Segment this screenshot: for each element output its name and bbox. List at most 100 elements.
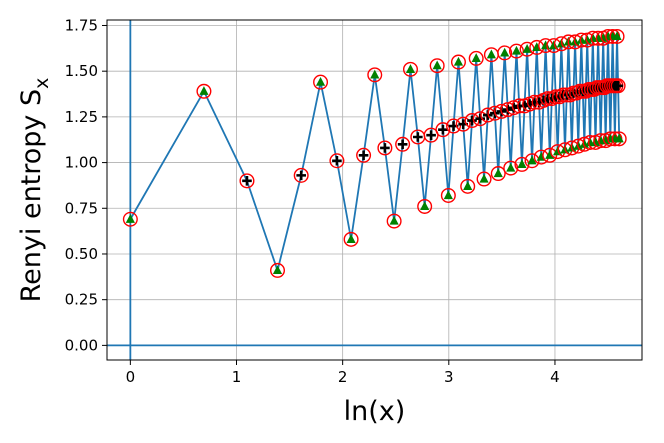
point-triangle-25 xyxy=(471,53,481,62)
data-point-2 xyxy=(239,173,255,189)
series-polyline xyxy=(129,35,621,272)
data-point-31 xyxy=(490,166,506,182)
data-point-14 xyxy=(410,129,426,145)
point-plus-98 xyxy=(613,81,623,91)
data-point-7 xyxy=(343,231,359,247)
data-point-99 xyxy=(611,131,627,147)
point-circle-25 xyxy=(468,50,484,66)
x-tick-label-3: 3 xyxy=(444,368,454,386)
reference-lines xyxy=(107,20,642,360)
y-tick-label-0: 0.00 xyxy=(65,336,98,354)
point-circle-51 xyxy=(542,147,558,163)
x-axis-label: ln(x) xyxy=(344,396,406,427)
point-circle-22 xyxy=(455,116,471,132)
y-axis-label: Renyi entropy Sx xyxy=(16,78,53,303)
point-triangle-0 xyxy=(125,214,135,223)
point-circle-12 xyxy=(395,136,411,152)
data-point-19 xyxy=(440,187,456,203)
point-circle-98 xyxy=(610,78,626,94)
point-plus-26 xyxy=(475,113,486,124)
data-point-5 xyxy=(313,74,329,90)
data-point-47 xyxy=(533,149,549,165)
point-circle-11 xyxy=(386,213,402,229)
point-circle-10 xyxy=(377,140,393,156)
point-circle-31 xyxy=(490,166,506,182)
point-plus-4 xyxy=(296,170,306,181)
y-tick-label-7: 1.75 xyxy=(65,16,98,34)
point-triangle-69 xyxy=(576,34,586,44)
point-triangle-27 xyxy=(479,173,489,183)
point-triangle-5 xyxy=(315,76,326,86)
point-triangle-1 xyxy=(199,86,209,95)
point-plus-36 xyxy=(508,102,519,113)
point-triangle-35 xyxy=(506,162,516,172)
point-triangle-19 xyxy=(443,190,453,200)
data-point-51 xyxy=(542,147,558,163)
data-point-12 xyxy=(395,136,411,152)
point-circle-13 xyxy=(402,61,418,77)
data-point-25 xyxy=(468,50,484,66)
point-plus-24 xyxy=(467,115,477,126)
x-tick-label-0: 0 xyxy=(126,368,136,386)
point-triangle-37 xyxy=(511,45,522,55)
data-point-33 xyxy=(497,45,513,61)
point-plus-2 xyxy=(242,176,252,186)
data-point-35 xyxy=(503,160,519,176)
point-triangle-33 xyxy=(500,47,510,57)
data-point-11 xyxy=(386,213,402,229)
point-triangle-15 xyxy=(420,201,430,211)
point-triangle-39 xyxy=(517,159,527,169)
point-triangle-3 xyxy=(272,265,283,275)
plot-frame xyxy=(106,19,643,361)
point-triangle-23 xyxy=(463,181,473,190)
point-triangle-29 xyxy=(486,49,496,59)
point-triangle-21 xyxy=(453,56,464,66)
y-axis-label-subscript: x xyxy=(31,78,53,89)
point-circle-35 xyxy=(503,160,519,176)
data-point-20 xyxy=(446,118,462,134)
point-circle-27 xyxy=(476,171,492,187)
point-circle-15 xyxy=(417,198,433,214)
point-triangle-31 xyxy=(493,168,503,178)
point-triangle-11 xyxy=(389,215,399,225)
x-tick-label-1: 1 xyxy=(232,368,242,386)
data-point-13 xyxy=(402,61,418,77)
point-triangle-9 xyxy=(370,69,380,79)
data-point-1 xyxy=(196,83,212,99)
point-triangle-43 xyxy=(527,155,537,165)
point-plus-8 xyxy=(358,150,369,161)
point-circle-2 xyxy=(239,173,255,189)
data-point-98 xyxy=(610,78,626,94)
series-line xyxy=(129,35,621,272)
point-plus-6 xyxy=(332,155,342,166)
ticks: 0 1 2 3 4 0.00 0.25 0.50 0.75 1.00 1.25 1.50 1.75 xyxy=(65,16,560,386)
data-point-18 xyxy=(435,122,451,138)
point-circle-18 xyxy=(435,122,451,138)
point-triangle-49 xyxy=(541,40,551,50)
data-point-37 xyxy=(508,43,524,59)
y-tick-label-6: 1.50 xyxy=(65,62,98,80)
data-point-97 xyxy=(609,28,625,44)
point-circle-97 xyxy=(609,28,625,44)
y-tick-label-4: 1.00 xyxy=(65,154,98,172)
y-tick-label-2: 0.50 xyxy=(65,245,98,263)
point-circle-24 xyxy=(464,113,480,129)
point-circle-20 xyxy=(446,118,462,134)
x-tick-label-2: 2 xyxy=(338,368,348,386)
data-point-43 xyxy=(524,153,540,169)
data-point-4 xyxy=(293,167,309,183)
point-plus-18 xyxy=(438,124,448,135)
data-point-0 xyxy=(122,211,138,227)
point-triangle-17 xyxy=(432,60,442,70)
x-tick-label-4: 4 xyxy=(550,368,560,386)
markers xyxy=(122,28,627,278)
point-triangle-41 xyxy=(522,44,532,53)
point-circle-4 xyxy=(293,167,309,183)
point-circle-7 xyxy=(343,231,359,247)
point-circle-8 xyxy=(356,147,372,163)
point-triangle-7 xyxy=(346,234,356,243)
data-point-24 xyxy=(464,113,480,129)
point-circle-3 xyxy=(270,262,286,278)
point-circle-39 xyxy=(514,156,530,172)
point-triangle-99 xyxy=(614,133,624,143)
